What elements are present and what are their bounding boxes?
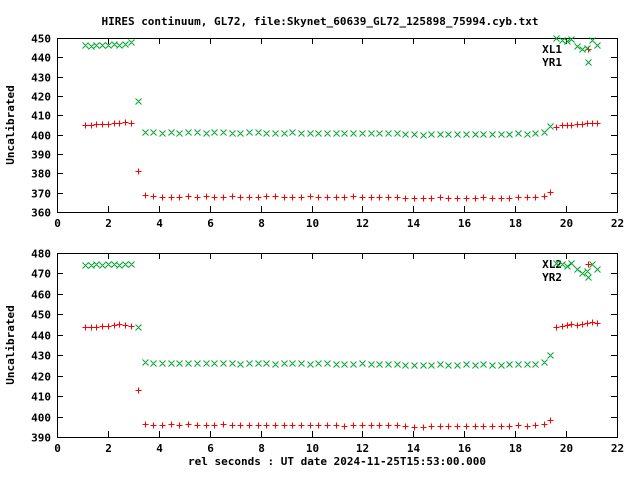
x-tick-label: 8 <box>258 442 265 455</box>
y-tick-label: 380 <box>31 168 51 181</box>
x-tick-label: 2 <box>105 442 112 455</box>
y-tick-label: 430 <box>31 350 51 363</box>
x-tick-label: 18 <box>509 217 522 230</box>
x-tick-label: 4 <box>156 217 163 230</box>
y-tick-label: 450 <box>31 33 51 46</box>
series-XL1 <box>82 119 601 202</box>
x-tick-label: 12 <box>356 442 369 455</box>
y-tick-label: 420 <box>31 371 51 384</box>
x-tick-label: 22 <box>611 442 624 455</box>
y-tick-label: 440 <box>31 52 51 65</box>
legend-label-XL1: XL1 <box>542 43 562 56</box>
legend-label-YR1: YR1 <box>542 56 562 69</box>
x-tick-label: 16 <box>458 442 472 455</box>
x-tick-label: 0 <box>54 442 61 455</box>
x-tick-label: 12 <box>356 217 369 230</box>
legend-marker-XL2 <box>585 261 592 268</box>
x-tick-label: 20 <box>560 217 573 230</box>
x-tick-label: 4 <box>156 442 163 455</box>
x-tick-label: 14 <box>407 217 421 230</box>
y-tick-label: 370 <box>31 188 51 201</box>
x-tick-label: 18 <box>509 442 522 455</box>
y-tick-label: 470 <box>31 268 51 281</box>
x-tick-label: 6 <box>207 442 214 455</box>
x-tick-label: 16 <box>458 217 472 230</box>
x-tick-label: 10 <box>306 217 319 230</box>
top-plot: 0 2 4 6 8 10 12 14 16 18 20 22 360 370 380 390 400 410 420… <box>31 33 624 231</box>
x-tick-label: 10 <box>306 442 319 455</box>
x-axis-label: rel seconds : UT date 2024-11-25T15:53:0… <box>187 455 486 468</box>
x-tick-label: 6 <box>207 217 214 230</box>
y-tick-label: 410 <box>31 391 51 404</box>
y-tick-label: 410 <box>31 110 51 123</box>
y-tick-label: 400 <box>31 130 51 143</box>
legend-label-XL2: XL2 <box>542 258 562 271</box>
y-tick-label: 390 <box>31 149 51 162</box>
x-tick-label: 22 <box>611 217 624 230</box>
y-tick-label: 450 <box>31 309 51 322</box>
x-tick-label: 2 <box>105 217 112 230</box>
series-XL2 <box>82 319 601 431</box>
y-tick-label: 360 <box>31 207 51 220</box>
legend-label-YR2: YR2 <box>542 271 562 284</box>
y-tick-label: 430 <box>31 72 51 85</box>
bottom-plot: 0 2 4 6 8 10 12 14 16 18 20 22 390 400 410 420 430 440 450… <box>31 248 624 456</box>
legend-marker-YR1 <box>585 59 592 66</box>
plot-frame <box>57 253 618 438</box>
series-YR1 <box>82 35 601 139</box>
y-tick-label: 480 <box>31 248 51 261</box>
y-tick-label: 440 <box>31 330 51 343</box>
y-tick-label: 460 <box>31 289 51 302</box>
x-tick-label: 14 <box>407 442 421 455</box>
y-tick-label: 400 <box>31 412 51 425</box>
chart-title: HIRES continuum, GL72, file:Skynet_60639… <box>101 15 539 28</box>
series-YR2 <box>82 260 601 369</box>
y-tick-label: 420 <box>31 91 51 104</box>
legend-marker-YR2 <box>585 274 592 281</box>
x-tick-label: 0 <box>54 217 61 230</box>
x-tick-label: 20 <box>560 442 573 455</box>
x-tick-label: 8 <box>258 217 265 230</box>
y-tick-label: 390 <box>31 432 51 445</box>
plot-frame <box>57 38 618 213</box>
